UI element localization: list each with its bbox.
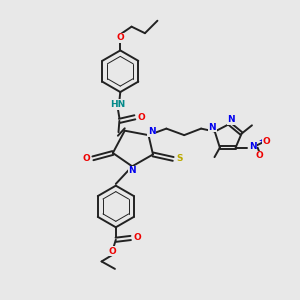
- Text: O: O: [256, 152, 263, 160]
- Text: N: N: [148, 127, 155, 136]
- Text: HN: HN: [110, 100, 125, 109]
- Text: O: O: [262, 137, 270, 146]
- Text: O: O: [116, 33, 124, 42]
- Text: N: N: [249, 142, 256, 151]
- Text: N: N: [227, 115, 235, 124]
- Text: O: O: [82, 154, 90, 163]
- Text: O: O: [137, 113, 145, 122]
- Text: N: N: [128, 166, 136, 175]
- Text: O: O: [133, 233, 141, 242]
- Text: N: N: [208, 123, 216, 132]
- Text: +: +: [259, 138, 264, 144]
- Text: O: O: [109, 247, 117, 256]
- Text: S: S: [176, 154, 183, 164]
